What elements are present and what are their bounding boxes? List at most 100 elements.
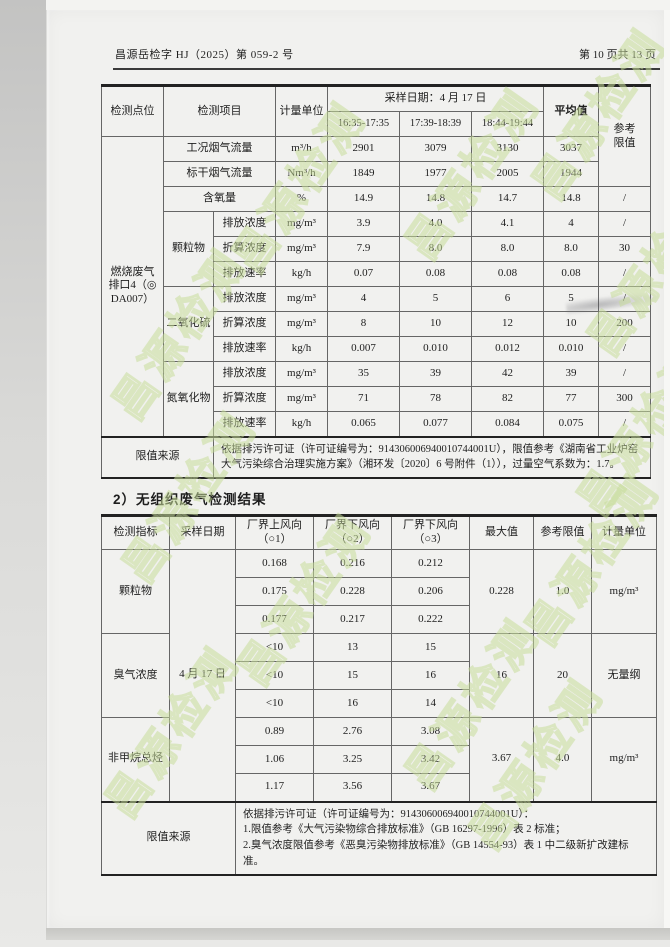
limit-source-label: 限值来源 [101,435,214,479]
column-header-sampling-date: 采样日期：4 月 17 日 [326,85,545,112]
table-cell: kg/h [275,411,328,437]
table-cell: 4.0 [399,211,472,237]
unit-cell: 无量纲 [591,633,657,718]
report-paper: 昌源岳检字 HJ（2025）第 059-2 号 第 10 页共 13 页 检测点… [46,10,664,928]
table-cell: 0.222 [391,605,470,634]
table-row: 燃烧废气 排口4（◎ DA007） 工况烟气流量 m³/h 2901 3079 … [101,136,651,437]
table-cell: / [598,336,652,362]
table-cell: 0.177 [235,605,314,634]
column-header-date: 采样日期 [169,515,236,550]
table-cell: 0.012 [470,336,545,362]
column-header-downwind-2: 厂界下风向 （○2） [313,515,392,550]
column-header-point: 检测点位 [101,85,164,137]
max-value-cell: 3.67 [469,717,534,802]
table-cell: 0.175 [235,577,314,606]
table-cell: / [598,186,652,212]
table-row: <10 16 14 [102,689,657,718]
table-cell: 排放速率 [213,336,276,362]
table-cell: 39 [543,361,600,387]
table-row: 排放速率 kg/h 0.007 0.010 0.012 0.010 / [102,336,652,362]
pollutant-group-cell: 臭气浓度 [101,633,170,718]
table-cell: 14.8 [399,186,472,212]
fugitive-emission-table: 检测指标 采样日期 厂界上风向 （○1） 厂界下风向 （○2） 厂界下风向 （○… [101,514,657,876]
column-header-unit: 计量单位 [275,85,328,137]
table-cell: 0.08 [543,261,600,287]
table-cell: 0.077 [399,411,472,437]
column-header-indicator: 检测指标 [101,515,170,550]
table-row: 排放速率 kg/h 0.065 0.077 0.084 0.075 / [102,411,652,437]
table-cell: 0.217 [313,605,392,634]
table-cell: / [598,411,652,437]
table-cell: 0.212 [391,549,470,578]
max-value-cell: 0.228 [469,549,534,634]
pollutant-group-cell: 颗粒物 [101,549,170,634]
table-cell: 1849 [327,161,400,187]
sampling-date-cell: 4 月 17 日 [169,549,236,802]
table-cell: 78 [399,386,472,412]
table-row: 1.06 3.25 3.42 [102,745,657,774]
unit-cell: mg/m³ [591,717,657,802]
table-row: 排放速率 kg/h 0.07 0.08 0.08 0.08 / [102,261,652,287]
table-row: 标干烟气流量 Nm³/h 1849 1977 2005 1944 [102,161,651,187]
ref-limit-cell: 20 [533,633,592,718]
table-cell: 0.075 [543,411,600,437]
table-cell: 6 [470,286,545,312]
table-cell: <10 [235,689,314,718]
table-cell: 0.007 [327,336,400,362]
table-cell: 8 [327,311,400,337]
table-cell: 0.08 [399,261,472,287]
table-cell: 0.065 [327,411,400,437]
table-cell: 14.7 [470,186,545,212]
table-cell: 0.010 [399,336,472,362]
table-cell: mg/m³ [275,311,328,337]
table-cell: 3079 [399,136,472,162]
limit-source-label: 限值来源 [101,800,236,875]
table-cell: 排放浓度 [213,361,276,387]
table-cell: 14.8 [543,186,600,212]
table-row: 氮氧化物 排放浓度 mg/m³ 35 39 42 39 / [102,361,652,437]
column-header-time-2: 17:39-18:39 [399,111,472,137]
table-cell: mg/m³ [275,286,328,312]
table-cell: mg/m³ [275,211,328,237]
table-cell: 折算浓度 [213,386,276,412]
table-cell: 排放浓度 [213,286,276,312]
table-cell: 15 [313,661,392,690]
header-rule [113,68,660,70]
table-cell: 71 [327,386,400,412]
scanner-left-band [0,0,46,947]
table-cell: / [598,261,652,287]
column-header-ref-limit: 参考 限值 [598,85,652,187]
scanner-top-strip [46,0,670,10]
scanner-bottom-strip [0,940,670,947]
table-cell: 含氧量 [163,186,276,212]
table-header-row: 检测点位 检测项目 计量单位 采样日期：4 月 17 日 平均值 参考 限值 [101,85,652,187]
table-cell: 15 [391,633,470,662]
table-cell: 200 [598,311,652,337]
table-cell: 42 [470,361,545,387]
table-cell: <10 [235,633,314,662]
table-cell: 4 [543,211,600,237]
pollutant-group-cell: 颗粒物 [163,211,214,287]
table-cell: 82 [470,386,545,412]
table-cell: 折算浓度 [213,236,276,262]
table-cell: 3.08 [391,717,470,746]
ref-limit-cell: 1.0 [533,549,592,634]
table-cell: 标干烟气流量 [163,161,276,187]
table-cell: m³/h [275,136,328,162]
limit-source-row: 限值来源 依据排污许可证（许可证编号为：91430600694001074400… [101,800,657,875]
table-cell: % [275,186,328,212]
table-row: 1.17 3.56 3.67 [102,773,657,802]
table-cell: 7.9 [327,236,400,262]
table-cell: 8.0 [470,236,545,262]
table-cell: 折算浓度 [213,311,276,337]
table-cell: mg/m³ [275,386,328,412]
table-cell: 39 [399,361,472,387]
table-cell: 排放速率 [213,261,276,287]
table-row: <10 15 16 [102,661,657,690]
table-row: 颗粒物 排放浓度 mg/m³ 3.9 4.0 4.1 4 / [102,211,652,287]
table-cell: 0.89 [235,717,314,746]
table-row: 非甲烷总烃 0.89 2.76 3.08 3.67 4.0 mg/m³ [101,717,657,802]
column-header-average: 平均值 [543,85,600,137]
table-cell: Nm³/h [275,161,328,187]
